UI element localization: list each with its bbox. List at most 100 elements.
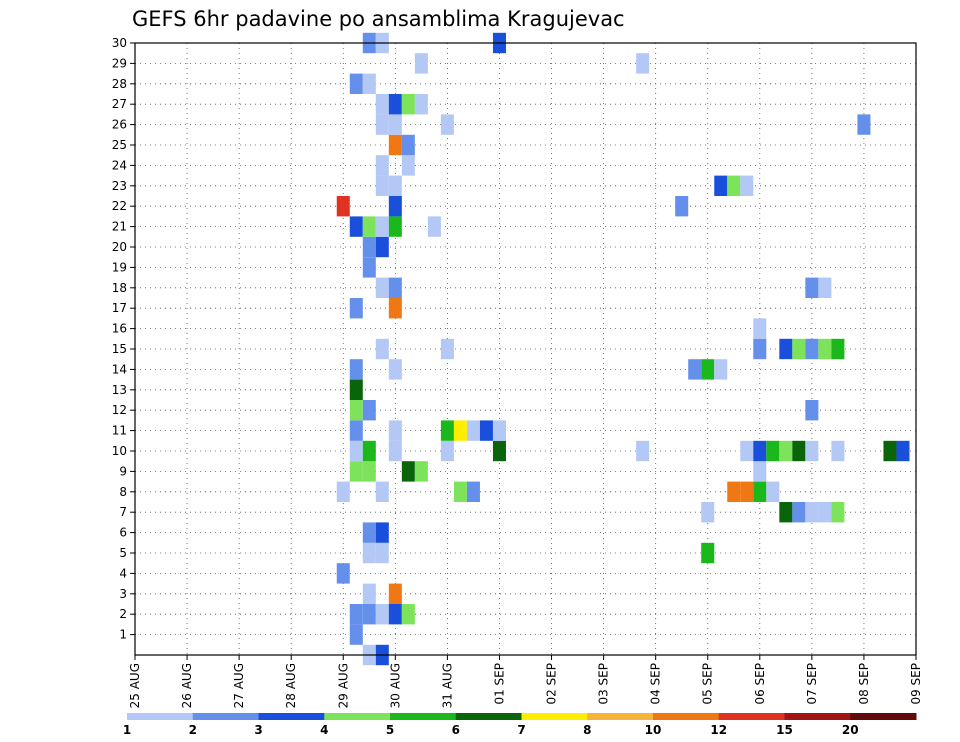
heatmap-cell: [401, 461, 415, 482]
x-tick-label: 09 SEP: [909, 663, 923, 705]
x-tick-label: 31 AUG: [440, 663, 454, 708]
x-tick-label: 01 SEP: [492, 663, 506, 705]
heatmap-cell: [375, 277, 389, 298]
heatmap-cell: [375, 481, 389, 502]
y-tick-label: 22: [112, 199, 127, 213]
y-tick-label: 28: [112, 77, 127, 91]
colorbar-label: 7: [517, 723, 525, 737]
heatmap-cell: [388, 604, 402, 625]
colorbar-swatch: [455, 713, 522, 720]
y-tick-label: 17: [112, 301, 127, 315]
y-tick-label: 11: [112, 424, 127, 438]
heatmap-cell: [440, 338, 454, 360]
colorbar-label: 6: [452, 723, 460, 737]
y-tick-label: 26: [112, 118, 127, 132]
heatmap-cell: [766, 440, 780, 462]
x-tick-label: 26 AUG: [180, 663, 194, 708]
x-tick-label: 07 SEP: [805, 663, 819, 705]
heatmap-cell: [401, 134, 415, 156]
x-tick-label: 25 AUG: [128, 663, 142, 708]
heatmap-cell: [805, 440, 819, 462]
y-tick-label: 25: [112, 138, 127, 152]
heatmap-cell: [466, 420, 480, 441]
heatmap-cell: [349, 624, 363, 645]
x-tick-label: 04 SEP: [649, 663, 663, 705]
y-tick-label: 21: [112, 220, 127, 234]
heatmap-cell: [636, 53, 650, 74]
y-tick-label: 30: [112, 36, 127, 50]
heatmap-cell: [414, 94, 428, 115]
heatmap-cell: [440, 440, 454, 462]
heatmap-cell: [349, 461, 363, 482]
colorbar-label: 2: [189, 723, 197, 737]
heatmap-cell: [701, 502, 715, 523]
heatmap-cell: [727, 481, 741, 502]
heatmap-cell: [375, 216, 389, 237]
heatmap-cell: [701, 359, 715, 380]
heatmap-cell: [388, 134, 402, 156]
heatmap-cell: [388, 359, 402, 380]
heatmap-cell: [753, 440, 767, 462]
heatmap-cell: [805, 338, 819, 360]
heatmap-cell: [792, 502, 806, 523]
colorbar-label: 12: [710, 723, 727, 737]
x-tick-label: 30 AUG: [388, 663, 402, 708]
colorbar-label: 20: [842, 723, 859, 737]
colorbar-swatch: [784, 713, 851, 720]
heatmap-cell: [818, 277, 832, 298]
heatmap-cell: [362, 236, 376, 258]
y-tick-label: 16: [112, 322, 127, 336]
y-tick-label: 6: [119, 526, 127, 540]
heatmap-cell: [792, 440, 806, 462]
heatmap-cell: [675, 196, 689, 217]
y-axis: 1234567891011121314151617181920212223242…: [112, 36, 135, 642]
x-tick-label: 06 SEP: [753, 663, 767, 705]
heatmap-cell: [440, 114, 454, 135]
x-tick-label: 27 AUG: [232, 663, 246, 708]
heatmap-cell: [362, 461, 376, 482]
y-tick-label: 29: [112, 56, 127, 70]
heatmap-cell: [492, 440, 506, 462]
x-tick-label: 28 AUG: [284, 663, 298, 708]
heatmap-cell: [388, 175, 402, 196]
y-tick-label: 10: [112, 444, 127, 458]
heatmap-cell: [805, 400, 819, 421]
y-tick-label: 8: [119, 485, 127, 499]
y-tick-label: 2: [119, 607, 127, 621]
heatmap-cell: [753, 481, 767, 502]
heatmap-cell: [818, 338, 832, 360]
heatmap-cell: [753, 318, 767, 339]
heatmap-cell: [805, 502, 819, 523]
heatmap-cell: [349, 440, 363, 462]
heatmap-cell: [349, 298, 363, 319]
y-tick-label: 27: [112, 97, 127, 111]
colorbar-label: 8: [583, 723, 591, 737]
y-tick-label: 15: [112, 342, 127, 356]
heatmap-cell: [388, 440, 402, 462]
heatmap-cell: [349, 379, 363, 400]
heatmap-cell: [740, 175, 754, 196]
colorbar: 1 2 3 4 5 6 7 8 10 12 15 20: [123, 713, 917, 737]
heatmap-cell: [362, 257, 376, 278]
heatmap-cell: [388, 114, 402, 135]
heatmap-cell: [375, 114, 389, 135]
heatmap-cell: [336, 481, 350, 502]
heatmap-cell: [466, 481, 480, 502]
heatmap-cell: [362, 73, 376, 94]
heatmap-cell: [375, 155, 389, 176]
heatmap-cell: [492, 420, 506, 441]
heatmap-cell: [375, 175, 389, 196]
heatmap-cell: [349, 420, 363, 441]
heatmap-cell: [388, 196, 402, 217]
heatmap-cell: [636, 440, 650, 462]
colorbar-label: 10: [645, 723, 662, 737]
heatmap-cell: [714, 359, 728, 380]
heatmap-cell: [766, 481, 780, 502]
heatmap-cell: [779, 502, 793, 523]
colorbar-label: 4: [320, 723, 328, 737]
x-tick-label: 05 SEP: [701, 663, 715, 705]
colorbar-swatch: [324, 713, 391, 720]
heatmap-cell: [401, 604, 415, 625]
y-tick-label: 5: [119, 546, 127, 560]
heatmap-cell: [388, 298, 402, 319]
